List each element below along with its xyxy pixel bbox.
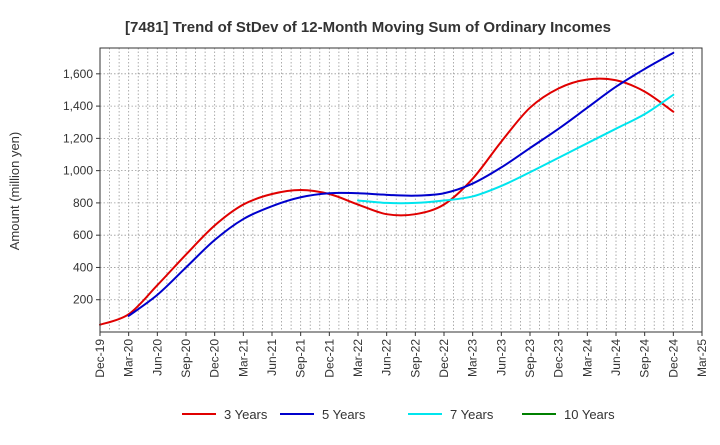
y-axis-ticks: 200 400 600 800 1,000 1,200 1,400 1,600 (63, 67, 100, 307)
y-tick-label: 400 (73, 260, 93, 274)
x-tick-label: Sep-24 (638, 339, 652, 378)
x-tick-label: Dec-24 (666, 339, 680, 378)
x-tick-label: Jun-21 (265, 339, 279, 376)
x-tick-label: Dec-19 (93, 339, 107, 378)
x-tick-label: Dec-22 (437, 339, 451, 378)
x-tick-label: Dec-23 (552, 339, 566, 378)
x-tick-label: Sep-22 (408, 339, 422, 378)
legend: 3 Years 5 Years 7 Years 10 Years (182, 407, 615, 422)
x-tick-label: Sep-20 (179, 339, 193, 378)
y-tick-label: 600 (73, 228, 93, 242)
legend-label-5-years: 5 Years (322, 407, 366, 422)
y-tick-label: 1,400 (63, 99, 93, 113)
x-tick-label: Mar-23 (466, 339, 480, 377)
y-tick-label: 800 (73, 196, 93, 210)
x-tick-label: Mar-20 (122, 339, 136, 377)
series-lines (99, 51, 675, 326)
x-tick-label: Mar-24 (580, 339, 594, 377)
x-tick-label: Dec-20 (208, 339, 222, 378)
y-tick-label: 1,600 (63, 67, 93, 81)
series-line-7-years (357, 93, 675, 205)
legend-label-3-years: 3 Years (224, 407, 268, 422)
x-tick-label: Mar-25 (695, 339, 709, 377)
x-tick-label: Jun-23 (494, 339, 508, 376)
axes (99, 47, 703, 333)
x-tick-label: Jun-20 (150, 339, 164, 376)
legend-label-10-years: 10 Years (564, 407, 615, 422)
y-tick-label: 1,200 (63, 131, 93, 145)
chart-title: [7481] Trend of StDev of 12-Month Moving… (125, 19, 611, 36)
x-tick-label: Mar-22 (351, 339, 365, 377)
x-tick-label: Jun-24 (609, 339, 623, 376)
series-line-3-years (99, 77, 675, 326)
x-tick-label: Dec-21 (322, 339, 336, 378)
x-tick-label: Sep-23 (523, 339, 537, 378)
x-tick-label: Mar-21 (236, 339, 250, 377)
x-axis-ticks: Dec-19 Mar-20 Jun-20 Sep-20 Dec-20 Mar-21 Jun-… (93, 332, 709, 378)
legend-label-7-years: 7 Years (450, 407, 494, 422)
x-tick-label: Jun-22 (380, 339, 394, 376)
y-tick-label: 200 (73, 293, 93, 307)
series-line-5-years (127, 51, 675, 317)
y-axis-label: Amount (million yen) (7, 132, 22, 251)
x-tick-label: Sep-21 (294, 339, 308, 378)
plot-frame (99, 47, 703, 333)
y-tick-label: 1,000 (63, 164, 93, 178)
